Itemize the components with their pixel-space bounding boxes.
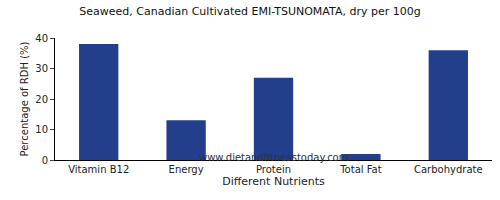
- svg-text:0: 0: [42, 155, 48, 166]
- svg-text:Total Fat: Total Fat: [339, 164, 381, 175]
- svg-text:30: 30: [35, 63, 48, 74]
- svg-text:40: 40: [35, 33, 48, 44]
- svg-text:Percentage of RDH (%): Percentage of RDH (%): [19, 41, 30, 156]
- svg-text:20: 20: [35, 94, 48, 105]
- svg-text:Protein: Protein: [256, 164, 291, 175]
- svg-text:Carbohydrate: Carbohydrate: [414, 164, 483, 175]
- svg-text:10: 10: [35, 124, 48, 135]
- svg-text:Energy: Energy: [169, 164, 204, 175]
- svg-text:Different Nutrients: Different Nutrients: [222, 175, 325, 188]
- svg-text:Seaweed, Canadian Cultivated E: Seaweed, Canadian Cultivated EMI-TSUNOMA…: [79, 5, 420, 18]
- svg-text:Vitamin B12: Vitamin B12: [68, 164, 129, 175]
- svg-text:www.dietandfitnesstoday.com: www.dietandfitnesstoday.com: [199, 152, 348, 163]
